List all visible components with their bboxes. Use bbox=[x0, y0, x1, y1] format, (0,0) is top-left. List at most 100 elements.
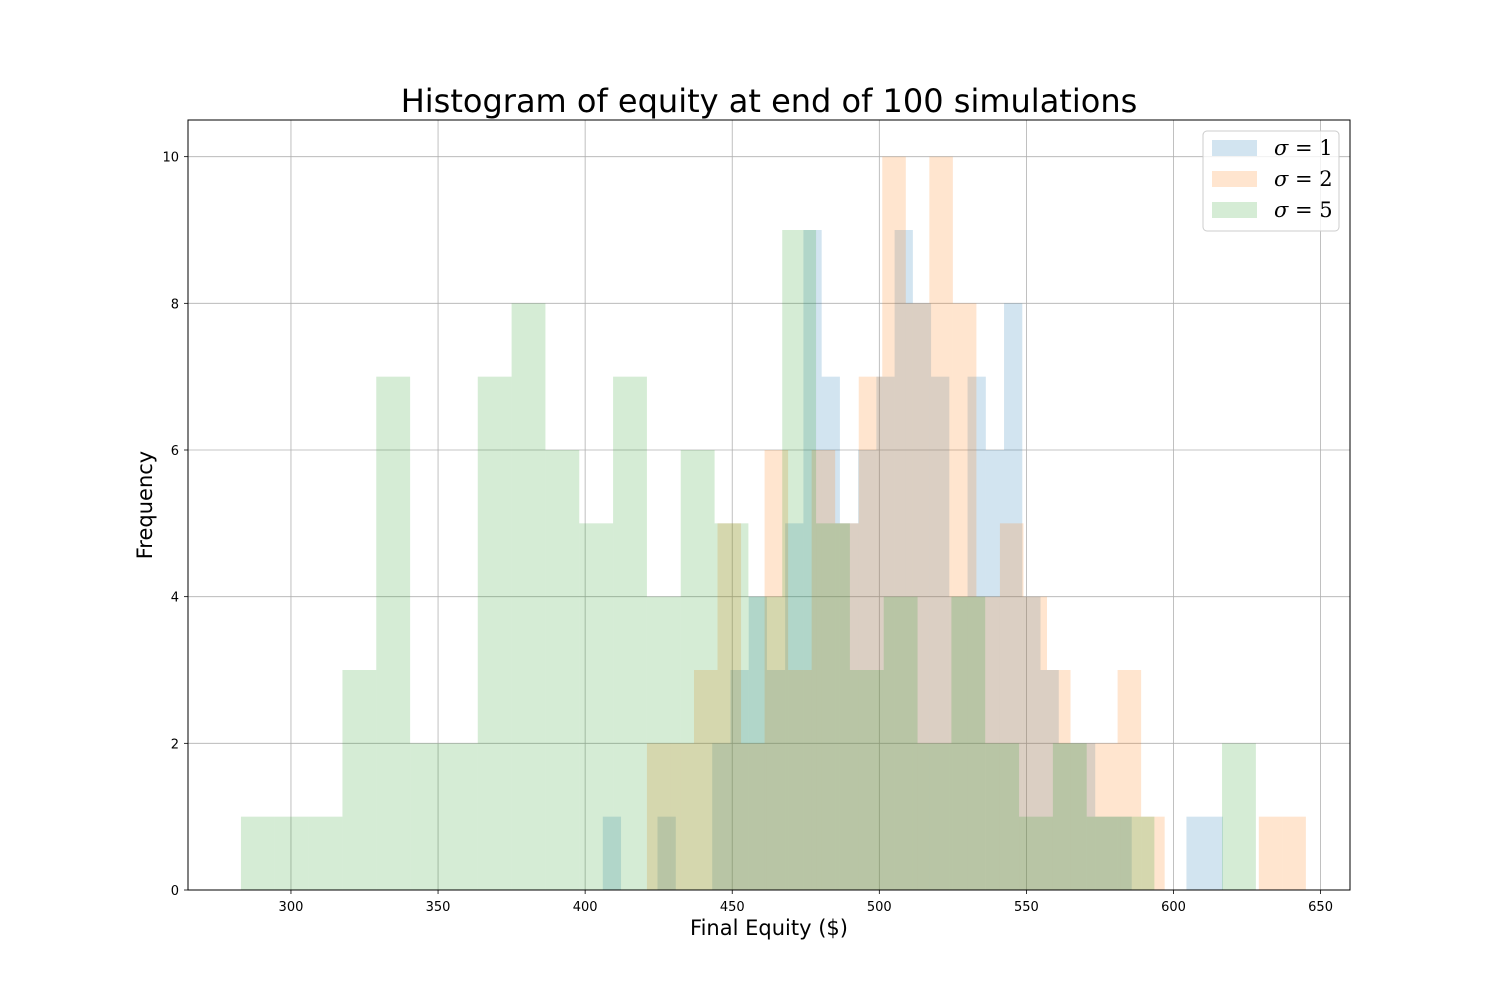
x-tick-label: 500 bbox=[867, 900, 892, 915]
histogram-bar bbox=[951, 596, 986, 890]
histogram-bar bbox=[477, 376, 512, 891]
x-tick-label: 400 bbox=[573, 900, 598, 915]
histogram-bar bbox=[1070, 743, 1095, 890]
histogram-bar bbox=[657, 816, 676, 890]
histogram-bar bbox=[545, 450, 580, 890]
histogram-bar bbox=[1022, 596, 1041, 890]
legend-swatch bbox=[1212, 171, 1257, 187]
legend-symbol: σ bbox=[1274, 167, 1289, 191]
histogram-bar bbox=[1004, 303, 1023, 890]
legend-frame bbox=[1202, 130, 1340, 232]
histogram-bar bbox=[785, 523, 804, 890]
series-1-bars bbox=[602, 230, 1223, 891]
histogram-bar bbox=[712, 743, 731, 890]
x-tick-label: 350 bbox=[426, 900, 451, 915]
histogram-bar bbox=[1117, 670, 1142, 890]
histogram-bar bbox=[835, 523, 859, 890]
histogram-bar bbox=[912, 303, 932, 890]
histogram-bar bbox=[858, 450, 877, 890]
histogram-bars bbox=[240, 156, 1306, 891]
histogram-bar bbox=[876, 376, 895, 891]
x-tick-label: 300 bbox=[279, 900, 304, 915]
x-axis-ticks: 300 350 400 450 500 550 600 650 bbox=[279, 890, 1333, 915]
legend-value: = 1 bbox=[1288, 136, 1332, 160]
histogram-bar bbox=[646, 596, 681, 890]
legend-value: = 2 bbox=[1288, 167, 1332, 191]
histogram-bar bbox=[839, 523, 859, 890]
legend: σ = 1σ = 2σ = 5 bbox=[1202, 130, 1340, 232]
histogram-bar bbox=[1094, 743, 1118, 890]
histogram-bar bbox=[883, 596, 918, 890]
histogram-bar bbox=[811, 450, 836, 890]
chart-title: Histogram of equity at end of 100 simula… bbox=[401, 82, 1138, 120]
histogram-bar bbox=[894, 230, 913, 890]
legend-swatch bbox=[1212, 140, 1257, 156]
histogram-bar bbox=[905, 303, 930, 890]
histogram-bar bbox=[511, 303, 546, 890]
histogram-bar bbox=[931, 376, 950, 891]
histogram-bar bbox=[240, 816, 275, 890]
legend-entry-label: σ = 5 bbox=[1274, 198, 1333, 222]
histogram-bar bbox=[999, 523, 1024, 890]
legend-symbol: σ bbox=[1274, 136, 1289, 160]
histogram-bar bbox=[929, 156, 953, 890]
histogram-bar bbox=[849, 670, 884, 890]
histogram-bar bbox=[952, 303, 977, 890]
series-2-bars bbox=[646, 156, 1306, 891]
histogram-bar bbox=[1113, 816, 1132, 890]
legend-entry-label: σ = 2 bbox=[1274, 167, 1333, 191]
histogram-bar bbox=[1023, 596, 1047, 890]
y-tick-label: 2 bbox=[171, 737, 179, 752]
histogram-bar bbox=[788, 670, 812, 890]
histogram-bar bbox=[670, 743, 694, 890]
histogram-bar bbox=[816, 523, 850, 890]
histogram-bar bbox=[748, 596, 767, 890]
y-axis-title: Frequency bbox=[133, 451, 157, 560]
histogram-bar bbox=[803, 230, 822, 890]
histogram-bar bbox=[1040, 670, 1059, 890]
legend-entry-label: σ = 1 bbox=[1274, 136, 1333, 160]
histogram-bar bbox=[274, 816, 309, 890]
histogram-bar bbox=[949, 596, 968, 890]
histogram-bar bbox=[714, 523, 749, 890]
histogram-bar bbox=[342, 670, 377, 890]
legend-symbol: σ bbox=[1274, 198, 1289, 222]
y-axis-ticks: 0 2 4 6 8 10 bbox=[162, 151, 188, 899]
plot-frame bbox=[187, 119, 1351, 891]
histogram-bar bbox=[1186, 816, 1205, 890]
histogram-bar bbox=[1058, 743, 1078, 890]
histogram-bar bbox=[1095, 816, 1114, 890]
histogram-bar bbox=[717, 523, 742, 890]
histogram-bar bbox=[1222, 743, 1256, 890]
histogram-bar bbox=[730, 670, 749, 890]
histogram-bar bbox=[1046, 670, 1071, 890]
histogram-bar bbox=[882, 156, 906, 890]
histogram-bar bbox=[602, 816, 622, 890]
histogram-bar bbox=[410, 743, 444, 890]
histogram-bar bbox=[741, 743, 765, 890]
histogram-bar bbox=[917, 743, 952, 890]
histogram-bar bbox=[1019, 816, 1053, 890]
histogram-bar bbox=[1204, 816, 1223, 890]
histogram-bar bbox=[1052, 743, 1087, 890]
histogram-bar bbox=[1077, 743, 1096, 890]
histogram-bar bbox=[748, 596, 783, 890]
histogram-bar bbox=[764, 450, 789, 890]
histogram-bar bbox=[680, 450, 715, 890]
histogram-bar bbox=[1086, 816, 1121, 890]
x-tick-label: 600 bbox=[1161, 900, 1186, 915]
histogram-bar bbox=[821, 376, 840, 891]
histogram-bar bbox=[782, 230, 817, 890]
histogram-bar bbox=[443, 743, 478, 890]
histogram-bar bbox=[693, 670, 718, 890]
x-tick-label: 650 bbox=[1308, 900, 1333, 915]
histogram-bar bbox=[646, 743, 671, 890]
series-3-bars bbox=[240, 230, 1256, 891]
histogram-bar bbox=[766, 670, 786, 890]
x-axis-title: Final Equity ($) bbox=[690, 916, 848, 940]
histogram-bar bbox=[579, 523, 614, 890]
histogram-bar bbox=[1282, 816, 1306, 890]
y-tick-label: 10 bbox=[162, 151, 179, 166]
y-tick-label: 0 bbox=[171, 884, 179, 899]
